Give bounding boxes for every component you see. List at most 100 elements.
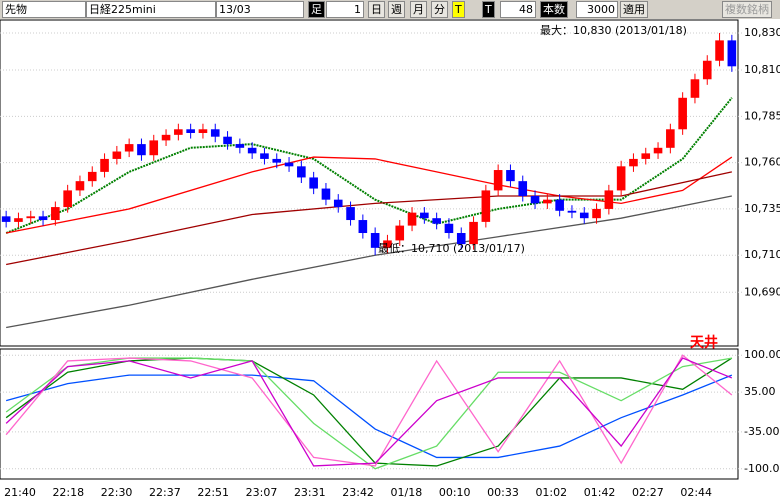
candle-body (518, 181, 528, 196)
candle-body (493, 170, 503, 191)
button[interactable]: 適用 (620, 1, 648, 18)
candle-body (543, 199, 552, 204)
candle-body (592, 208, 601, 219)
candle-body (100, 158, 109, 172)
candle-body (223, 136, 232, 145)
candle-body (469, 221, 478, 245)
x-tick-label: 02:27 (632, 486, 664, 499)
y-tick-label: 100.00 (744, 348, 780, 361)
candle-body (333, 199, 343, 208)
candle-body (1, 216, 11, 222)
x-tick-label: 01:02 (535, 486, 567, 499)
x-tick-label: 00:10 (439, 486, 471, 499)
candle-body (161, 134, 171, 141)
candle-body (124, 144, 134, 152)
candle-body (481, 190, 491, 222)
dropdown[interactable]: 日経225mini (86, 1, 216, 18)
x-tick-label: 22:30 (101, 486, 133, 499)
input[interactable]: 3000 (576, 1, 618, 18)
candle-body (321, 188, 331, 200)
x-tick-label: 23:07 (246, 486, 278, 499)
candle-body (678, 97, 687, 130)
candle-body (432, 218, 441, 224)
x-tick-label: 21:40 (4, 486, 36, 499)
y-tick-label: 10,690 (744, 285, 780, 298)
candle-body (26, 216, 36, 219)
button[interactable]: 日 (368, 1, 385, 18)
candle-body (530, 195, 540, 204)
x-tick-label: 23:31 (294, 486, 326, 499)
dropdown[interactable]: 先物 (2, 1, 86, 18)
button[interactable]: 週 (388, 1, 405, 18)
y-tick-label: 10,830 (744, 26, 780, 39)
candle-body (198, 129, 208, 133)
x-tick-label: 22:37 (149, 486, 181, 499)
candle-body (370, 233, 380, 248)
candle-body (702, 60, 712, 80)
candle-body (14, 218, 23, 222)
candle-body (666, 129, 675, 148)
x-tick-label: 01/18 (391, 486, 423, 499)
candle-body (407, 212, 417, 226)
candle-body (149, 140, 159, 156)
candle-body (63, 190, 72, 208)
x-tick-label: 02:44 (680, 486, 712, 499)
candle-body (260, 153, 269, 159)
x-tick-label: 22:51 (197, 486, 229, 499)
candle-body (210, 129, 220, 137)
annotation: 天井 (690, 334, 718, 351)
candle-body (444, 223, 454, 234)
y-tick-label: 35.00 (744, 385, 776, 398)
input[interactable]: 48 (500, 1, 536, 18)
candle-body (629, 158, 638, 167)
x-tick-label: 01:42 (584, 486, 616, 499)
indicator-line (6, 171, 732, 266)
candle-body (272, 158, 282, 163)
candle-body (690, 79, 700, 98)
annotation: 最大：10,830 (2013/01/18) (540, 23, 687, 37)
candle-body (38, 216, 48, 221)
candle-body (112, 151, 122, 159)
input[interactable]: 1 (326, 1, 364, 18)
button[interactable]: 複数銘柄 (722, 1, 772, 18)
candle-body (297, 166, 306, 178)
indicator-line (5, 97, 733, 234)
x-tick-label: 22:18 (52, 486, 84, 499)
osc-frame (0, 348, 739, 480)
dropdown[interactable]: 13/03 (216, 1, 304, 18)
candle-body (715, 40, 724, 61)
label: T (482, 1, 495, 18)
candle-body (174, 129, 183, 135)
button[interactable]: T (452, 1, 465, 18)
y-tick-label: 10,760 (744, 156, 780, 169)
x-tick-label: 00:33 (487, 486, 519, 499)
candle-body (395, 225, 405, 241)
toolbar: 先物 日経225mini 13/03 足 1 日 週 月 分 T T 48 本数… (0, 0, 780, 19)
candle-body (616, 166, 626, 191)
candle-body (506, 170, 515, 182)
candle-body (137, 144, 146, 156)
candle-body (247, 147, 257, 154)
oscillator-line (5, 357, 733, 467)
x-tick-label: 23:42 (342, 486, 374, 499)
button[interactable]: 月 (410, 1, 427, 18)
candle-body (555, 199, 564, 211)
candle-body (604, 190, 614, 209)
candle-body (727, 40, 737, 67)
candle-body (383, 240, 392, 248)
y-tick-label: 10,810 (744, 63, 780, 76)
candle-body (75, 181, 85, 191)
y-tick-label: 10,710 (744, 248, 780, 261)
candle-body (579, 212, 589, 219)
button[interactable]: 分 (431, 1, 448, 18)
annotation: 最低：10,710 (2013/01/17) (378, 242, 525, 255)
candle-body (87, 171, 97, 182)
oscillator-line (5, 374, 733, 459)
candle-body (653, 147, 663, 154)
y-tick-label: 10,785 (744, 109, 780, 122)
candle-body (358, 220, 368, 234)
indicator-line (6, 195, 732, 329)
candle-body (51, 207, 60, 221)
main-frame (0, 19, 739, 347)
candle-body (420, 212, 429, 219)
